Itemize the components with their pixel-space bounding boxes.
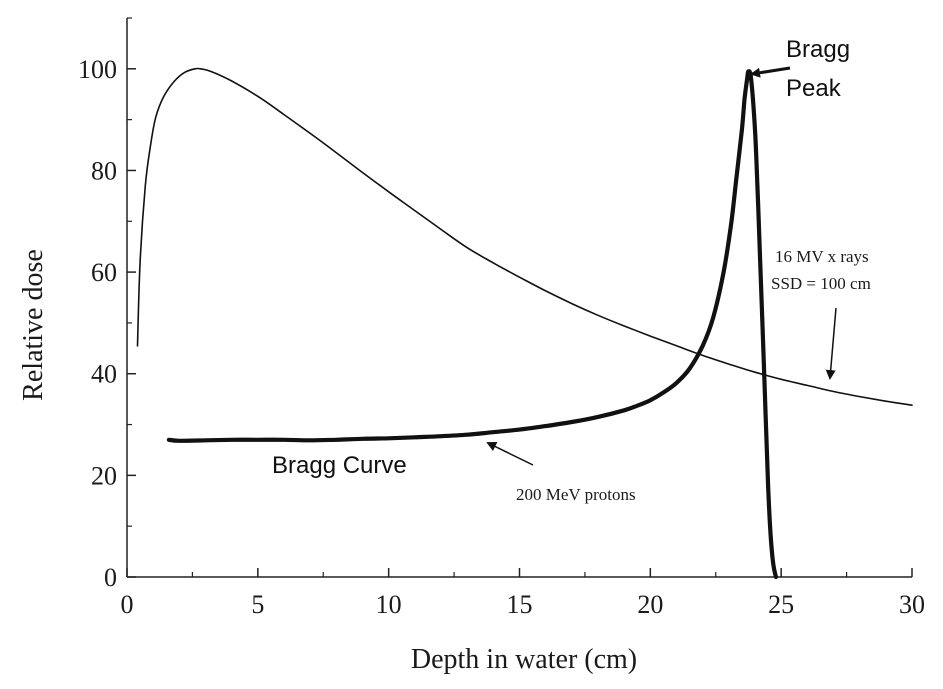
proton-arrow <box>486 442 534 466</box>
bragg-peak-label-line2: Peak <box>786 75 842 102</box>
y-axis-title: Relative dose <box>18 249 49 401</box>
xray-label-line1: 16 MV x rays <box>775 247 869 266</box>
x-tick-label: 25 <box>768 590 794 619</box>
y-tick-label: 40 <box>91 360 117 389</box>
x-tick-label: 10 <box>376 590 402 619</box>
annotations: Bragg Peak 16 MV x rays SSD = 100 cm Bra… <box>272 36 871 504</box>
y-tick-label: 100 <box>78 55 117 84</box>
y-tick-label: 60 <box>91 258 117 287</box>
x-tick-label: 0 <box>121 590 134 619</box>
y-tick-label: 0 <box>104 563 117 592</box>
bragg-curve-label: Bragg Curve <box>272 452 407 479</box>
series-group <box>136 67 913 580</box>
x-tick-label: 20 <box>637 590 663 619</box>
y-tick-label: 20 <box>91 461 117 490</box>
xray-dose-line <box>136 67 913 406</box>
axis-ticks: 0 5 10 15 20 25 30 0 20 40 60 80 100 <box>78 17 925 619</box>
x-axis-title: Depth in water (cm) <box>411 644 637 675</box>
x-tick-label: 15 <box>507 590 533 619</box>
xray-label-line2: SSD = 100 cm <box>771 274 871 293</box>
bragg-peak-arrow <box>750 66 791 78</box>
y-tick-label: 80 <box>91 156 117 185</box>
x-tick-label: 30 <box>899 590 925 619</box>
bragg-peak-label-line1: Bragg <box>786 36 850 63</box>
xray-arrow <box>825 307 837 380</box>
proton-bragg-line <box>166 69 778 580</box>
x-tick-label: 5 <box>251 590 264 619</box>
proton-label: 200 MeV protons <box>516 485 636 504</box>
